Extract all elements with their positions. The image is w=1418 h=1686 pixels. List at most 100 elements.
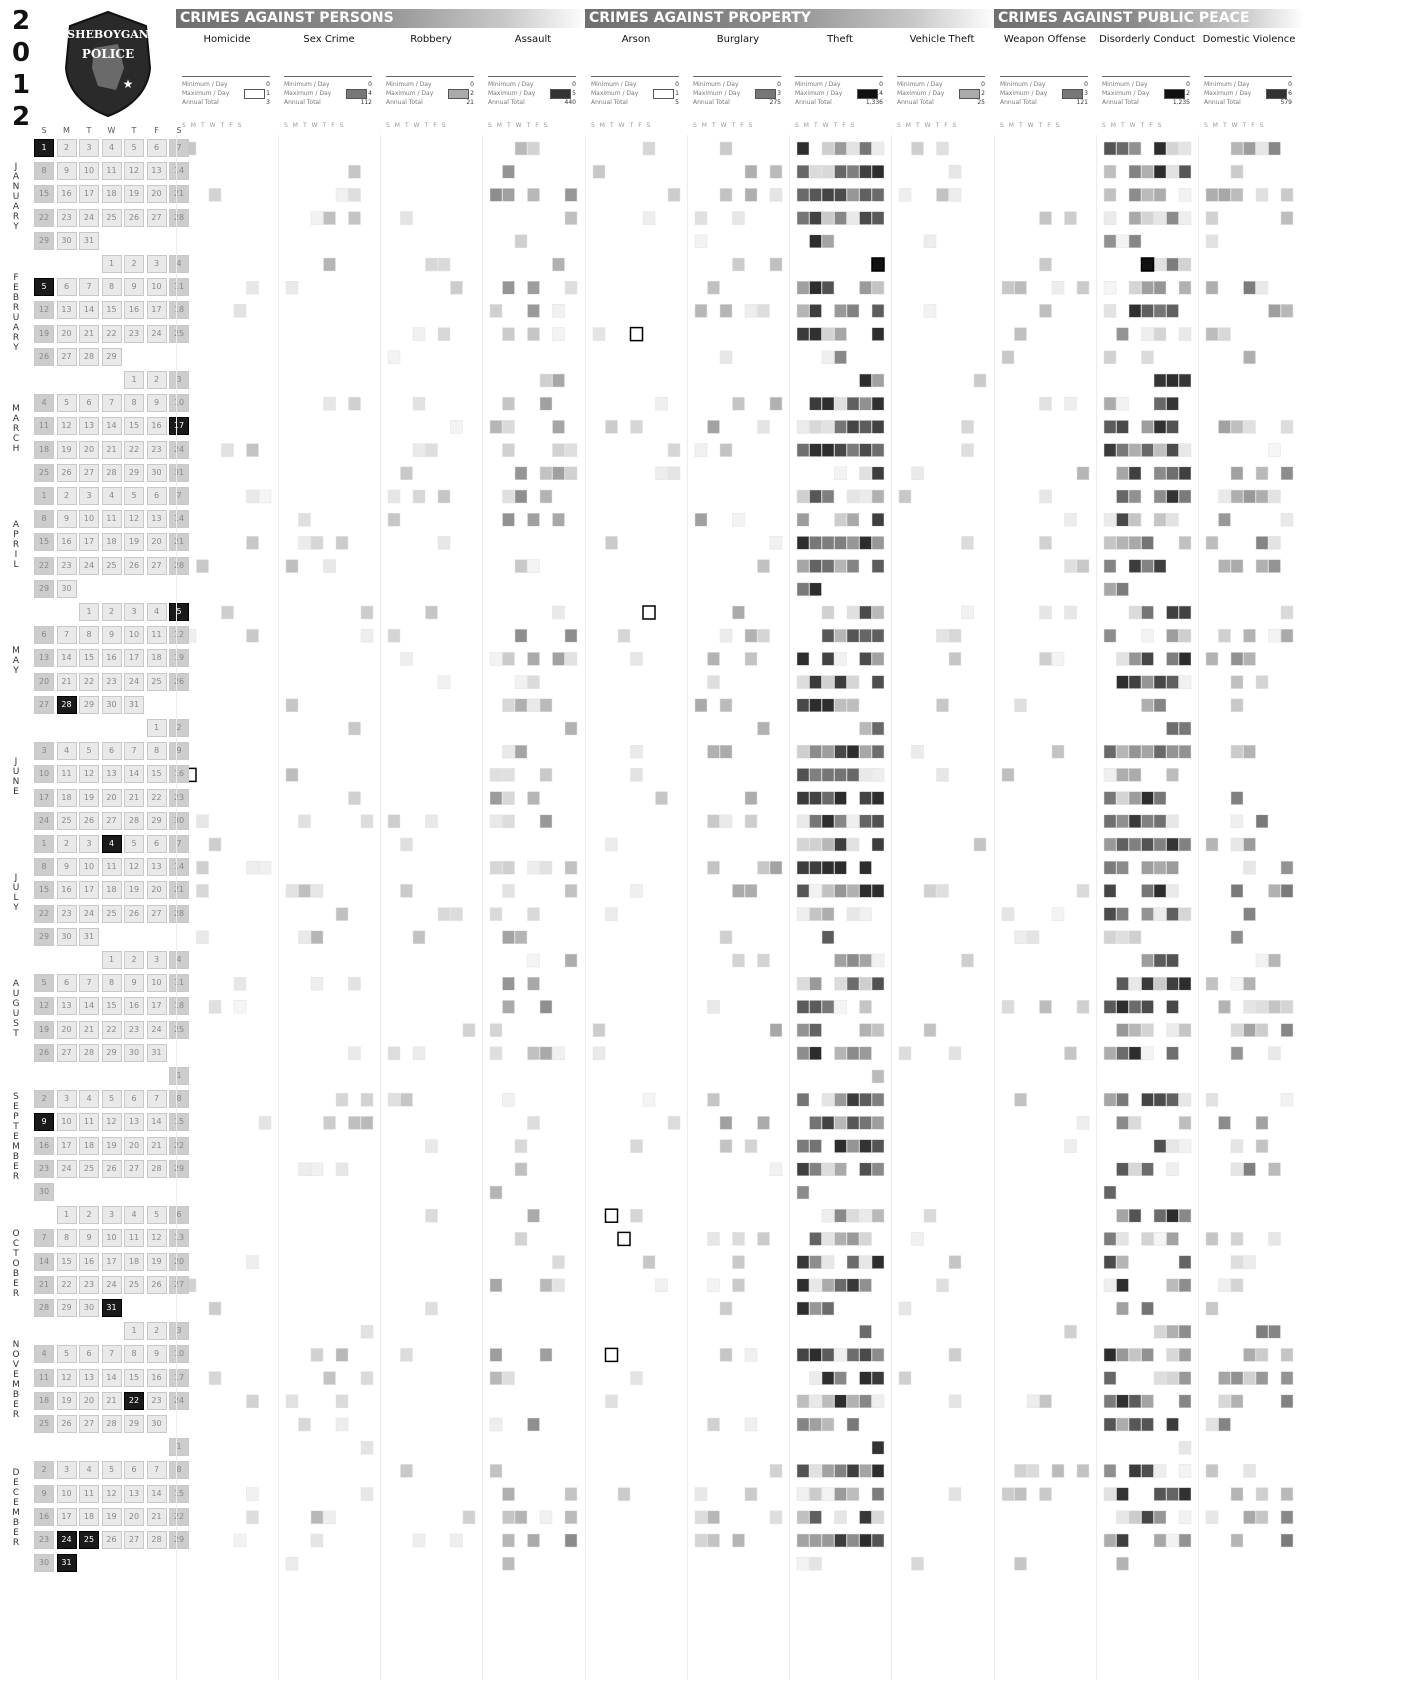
calendar-day: 7 — [169, 139, 189, 157]
calendar-day: 5 — [101, 1090, 122, 1109]
calendar-day: 20 — [124, 1136, 144, 1155]
calendar-day: 12 — [101, 1113, 122, 1132]
heatmap-cell — [514, 1510, 528, 1525]
heatmap-cell — [719, 814, 733, 829]
heatmap-cell — [1116, 1000, 1129, 1014]
calendar-day: 29 — [34, 927, 54, 946]
stat-value: 1 — [675, 90, 679, 97]
heatmap-cell — [630, 1139, 643, 1153]
heatmap-cell — [1243, 1162, 1256, 1177]
heatmap-cell — [1128, 1464, 1142, 1478]
heatmap-cell — [1128, 930, 1142, 945]
heatmap-cell — [871, 1023, 885, 1037]
heatmap-cell — [936, 884, 949, 898]
heatmap-cell — [323, 1510, 336, 1525]
column-divider — [994, 135, 995, 1680]
heatmap-cell — [1141, 1232, 1154, 1246]
calendar-day: 20 — [56, 324, 77, 343]
heatmap-cell — [796, 280, 810, 295]
heatmap-cell — [834, 884, 847, 898]
calendar-day: 12 — [124, 510, 144, 529]
heatmap-cell — [871, 791, 885, 805]
heatmap-cell — [809, 1348, 822, 1362]
heatmap-cell — [1001, 280, 1015, 295]
max-swatch — [755, 89, 776, 99]
heatmap-cell — [1153, 1208, 1167, 1223]
heatmap-cell — [732, 512, 745, 527]
stat-value: 0 — [572, 81, 576, 88]
heatmap-cell — [1116, 1162, 1129, 1177]
heatmap-cell — [846, 1464, 860, 1478]
calendar-day: 4 — [101, 139, 122, 157]
heatmap-cell — [1103, 188, 1117, 202]
heatmap-cell — [834, 443, 847, 457]
heatmap-cell — [871, 721, 885, 736]
heatmap-cell — [208, 188, 222, 202]
heatmap-cell — [796, 1185, 810, 1200]
calendar-day: 24 — [101, 1275, 122, 1294]
heatmap-cell — [630, 652, 643, 666]
heatmap-cell — [489, 907, 503, 921]
heatmap-cell — [1255, 814, 1269, 829]
heatmap-cell — [821, 628, 835, 643]
heatmap-cell — [1255, 1510, 1269, 1525]
heatmap-cell — [233, 304, 247, 318]
heatmap-cell — [412, 1533, 426, 1548]
heatmap-cell — [809, 1232, 822, 1246]
heatmap-cell — [859, 1116, 872, 1130]
heatmap-cell — [425, 1301, 438, 1316]
heatmap-cell — [1218, 327, 1231, 341]
heatmap-cell — [1280, 188, 1294, 202]
heatmap-cell — [859, 1510, 872, 1525]
heatmap-cell — [834, 1348, 847, 1362]
heatmap-cell — [859, 396, 872, 411]
stat-box: Minimum / Day 0 Maximum / Day 2 Annual Total… — [386, 80, 474, 107]
heatmap-cell — [1230, 791, 1244, 805]
heatmap-cell — [1166, 628, 1179, 643]
heatmap-cell — [1141, 1394, 1154, 1409]
heatmap-cell — [1103, 814, 1117, 829]
heatmap-cell — [757, 420, 770, 434]
heatmap-cell — [1218, 628, 1231, 643]
calendar-day: 24 — [169, 1391, 189, 1410]
stat-label: Minimum / Day — [591, 81, 637, 88]
calendar-day: 13 — [34, 649, 54, 668]
stat-value: 0 — [368, 81, 372, 88]
heatmap-cell — [1205, 1464, 1219, 1478]
calendar-day: 23 — [169, 788, 189, 807]
heatmap-cell — [564, 860, 578, 875]
heatmap-cell — [809, 860, 822, 875]
heatmap-cell — [1103, 837, 1117, 852]
heatmap-cell — [821, 489, 835, 504]
heatmap-cell — [527, 1208, 540, 1223]
heatmap-cell — [821, 536, 835, 550]
heatmap-cell — [1128, 1116, 1142, 1130]
heatmap-cell — [796, 489, 810, 504]
calendar-day: 5 — [79, 742, 99, 761]
heatmap-cell — [707, 814, 720, 829]
heatmap-cell — [1178, 1023, 1192, 1037]
stat-value: 1 — [266, 90, 270, 97]
calendar-day: 15 — [34, 533, 54, 552]
heatmap-cell — [1103, 1255, 1117, 1269]
heatmap-cell — [1153, 512, 1167, 527]
calendar-day: 23 — [101, 672, 122, 691]
heatmap-cell — [796, 1394, 810, 1409]
calendar-day: 16 — [56, 881, 77, 900]
heatmap-cell — [1039, 304, 1052, 318]
calendar-day: 8 — [146, 742, 167, 761]
heatmap-cell — [246, 1255, 259, 1269]
heatmap-cell — [1128, 1023, 1142, 1037]
heatmap-cell — [821, 1208, 835, 1223]
heatmap-cell — [1153, 1092, 1167, 1107]
heatmap-cell — [1001, 907, 1015, 921]
heatmap-cell — [834, 1162, 847, 1177]
heatmap-cell — [233, 1000, 247, 1014]
heatmap-cell — [809, 536, 822, 550]
stat-box: Minimum / Day 0 Maximum / Day 3 Annual Total… — [1000, 80, 1088, 107]
heatmap-cell — [911, 1232, 924, 1246]
notable-day-marker — [604, 1208, 619, 1223]
heatmap-cell — [1128, 1348, 1142, 1362]
heatmap-cell — [258, 860, 272, 875]
calendar-day: 3 — [146, 255, 167, 273]
